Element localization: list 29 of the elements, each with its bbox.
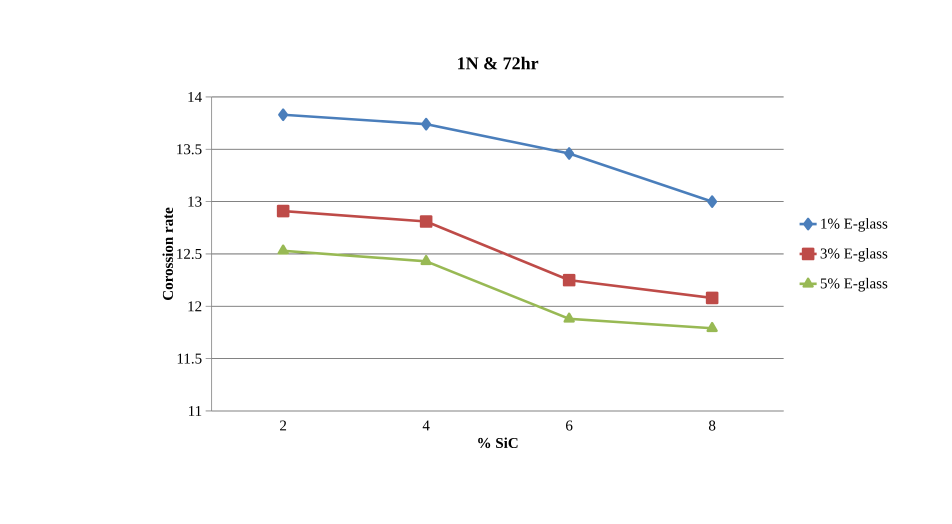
x-axis-title: % SiC: [478, 437, 518, 448]
point: [420, 254, 432, 266]
chart-title: 1N & 72hr: [458, 56, 538, 70]
point: [706, 292, 718, 304]
point: [278, 108, 288, 122]
point: [564, 312, 575, 323]
y-tick-label: 11: [188, 406, 202, 416]
point: [564, 147, 574, 160]
legend-label: 1% E-glass: [821, 218, 888, 232]
point: [706, 322, 718, 332]
x-tick-label: 4: [422, 420, 430, 430]
y-tick-label: 13: [188, 196, 202, 207]
y-tick-label: 12: [188, 301, 202, 312]
x-tick-label: 2: [280, 420, 286, 430]
point: [707, 195, 718, 208]
y-axis-title: Corossion rate: [162, 208, 173, 300]
x-tick-label: 8: [708, 420, 716, 431]
point: [421, 118, 432, 130]
y-tick-label: 13.5: [177, 144, 202, 154]
legend-label: 5% E-glass: [820, 278, 888, 292]
y-tick-label: 14: [188, 92, 202, 102]
legend-label: 3% E-glass: [820, 248, 888, 262]
point: [278, 244, 289, 255]
point: [562, 274, 576, 286]
y-tick-label: 11.5: [178, 354, 202, 364]
point: [420, 215, 432, 228]
y-tick-label: 12.5: [177, 248, 202, 260]
point: [276, 204, 290, 218]
x-tick-label: 6: [566, 420, 572, 431]
